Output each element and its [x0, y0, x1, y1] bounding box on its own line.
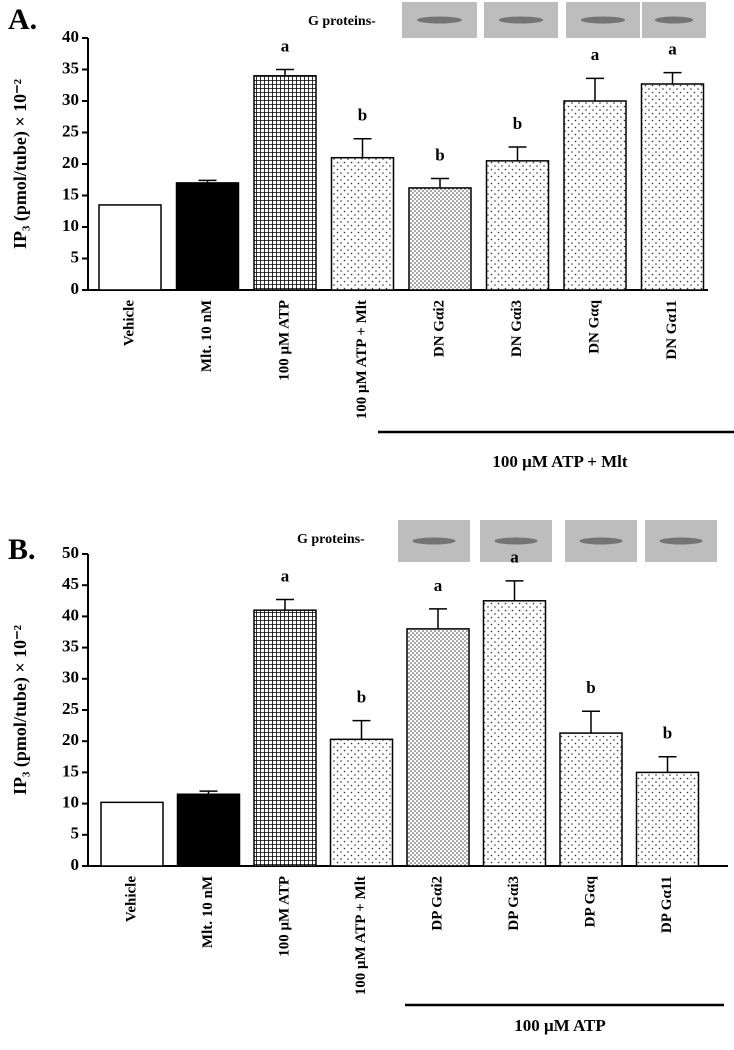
y-tick-label: 20 — [62, 153, 79, 172]
bar — [635, 771, 700, 867]
bar — [253, 609, 317, 867]
bar — [175, 182, 240, 291]
y-tick-label: 10 — [62, 216, 79, 235]
significance-letter: a — [281, 36, 290, 55]
bar — [176, 793, 241, 867]
x-tick-label: DN Gαq — [586, 299, 602, 353]
x-tick-label: 100 μM ATP — [276, 876, 292, 957]
y-tick-label: 30 — [62, 90, 79, 109]
blot-band — [654, 16, 694, 24]
significance-letter: a — [434, 576, 443, 595]
x-tick-label: 100 μM ATP — [276, 300, 292, 381]
blot-band — [494, 537, 538, 545]
significance-letter: b — [357, 688, 366, 707]
y-tick-label: 5 — [71, 247, 80, 266]
bar — [330, 156, 395, 291]
x-tick-label: Vehicle — [121, 300, 137, 346]
y-tick-label: 0 — [71, 279, 80, 298]
panels: A. IP₃ (pmol/tube) × 10⁻² G proteins- 0 5 10 1… — [8, 2, 734, 1035]
x-tick-label: 100 μM ATP + Mlt — [354, 300, 370, 419]
significance-letter: a — [510, 548, 519, 567]
x-tick-label: DN Gαi3 — [509, 300, 525, 357]
y-tick-label: 35 — [62, 637, 79, 656]
bar — [408, 187, 472, 291]
y-tick-label: 45 — [62, 574, 79, 593]
y-tick-label: 50 — [62, 543, 79, 562]
significance-letter: a — [591, 45, 600, 64]
bar — [329, 738, 394, 867]
blot-band — [417, 16, 462, 24]
group-label: 100 μM ATP — [514, 1016, 605, 1035]
y-tick-label: 30 — [62, 668, 79, 687]
y-tick-label: 40 — [62, 27, 79, 46]
x-tick-label: Mlt. 10 nM — [199, 300, 215, 372]
y-tick-label: 0 — [71, 855, 80, 874]
y-axis-title: IP₃ (pmol/tube) × 10⁻² — [10, 79, 31, 249]
significance-letter: a — [281, 566, 290, 585]
significance-letter: b — [435, 145, 444, 164]
significance-letter: b — [513, 114, 522, 133]
y-tick-label: 15 — [62, 761, 79, 780]
y-tick-label: 5 — [71, 824, 80, 843]
bar — [100, 801, 164, 867]
y-axis-title: IP₃ (pmol/tube) × 10⁻² — [10, 625, 31, 795]
x-tick-label: DN Gαi2 — [431, 300, 447, 357]
significance-letter: b — [586, 678, 595, 697]
blot-band — [579, 537, 623, 545]
bar — [98, 204, 162, 291]
bar — [253, 75, 317, 291]
bar — [563, 100, 627, 291]
bar — [406, 628, 470, 867]
y-tick-label: 25 — [62, 699, 79, 718]
bar — [482, 600, 547, 867]
x-tick-label: DP Gαq — [582, 875, 598, 927]
y-tick-label: 10 — [62, 793, 79, 812]
bar — [559, 732, 623, 867]
x-tick-label: DP Gαi2 — [429, 876, 445, 931]
x-tick-label: Mlt. 10 nM — [200, 876, 216, 948]
panel: A. IP₃ (pmol/tube) × 10⁻² G proteins- 0 5 10 1… — [8, 2, 734, 471]
y-tick-label: 35 — [62, 58, 79, 77]
blot-band — [580, 16, 626, 24]
y-tick-label: 25 — [62, 121, 79, 140]
blot-band — [498, 16, 544, 24]
x-tick-label: 100 μM ATP + Mlt — [353, 876, 369, 995]
panel-label: A. — [8, 3, 37, 36]
panel-label: B. — [8, 533, 36, 566]
y-tick-label: 40 — [62, 605, 79, 624]
x-tick-label: DN Gα11 — [664, 300, 680, 360]
bar — [640, 83, 705, 291]
blot-band — [659, 537, 703, 545]
significance-letter: b — [663, 724, 672, 743]
x-tick-label: DP Gα11 — [659, 876, 675, 933]
blot-label: G proteins- — [308, 14, 376, 29]
x-tick-label: DP Gαi3 — [506, 876, 522, 931]
group-label: 100 μM ATP + Mlt — [492, 452, 628, 471]
x-tick-label: Vehicle — [123, 876, 139, 922]
significance-letter: b — [358, 106, 367, 125]
bar — [485, 160, 550, 291]
blot-label: G proteins- — [297, 532, 365, 547]
panel: B. IP₃ (pmol/tube) × 10⁻² G proteins- 0 5 10 1… — [8, 520, 728, 1035]
y-tick-label: 20 — [62, 730, 79, 749]
significance-letter: a — [668, 40, 677, 59]
blot-band — [412, 537, 456, 545]
y-tick-label: 15 — [62, 184, 79, 203]
